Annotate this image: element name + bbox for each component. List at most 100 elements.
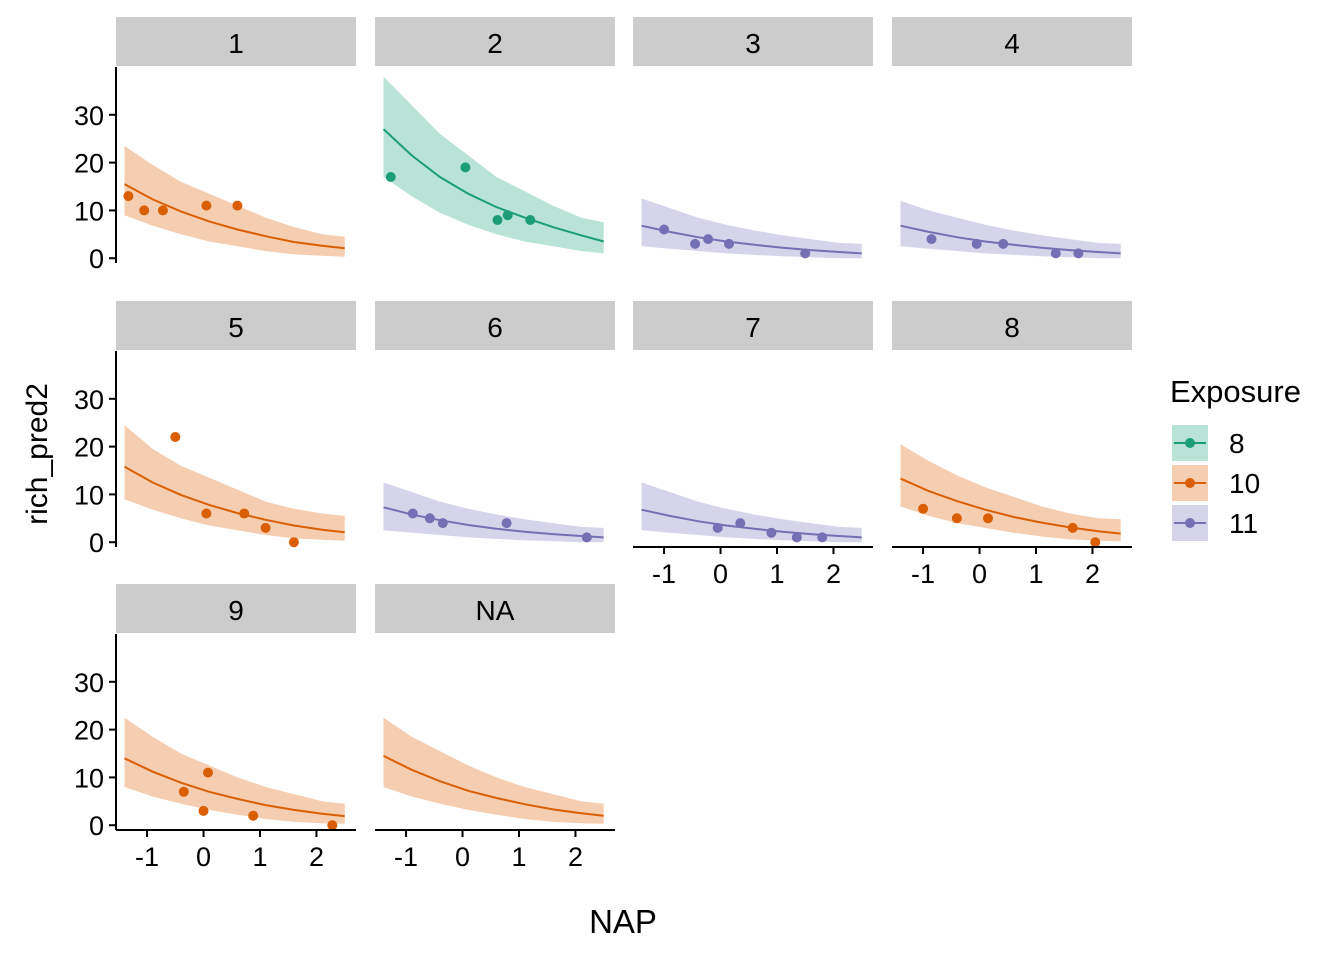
data-point: [712, 522, 723, 533]
data-point: [170, 432, 181, 442]
y-tick-label: 0: [89, 811, 104, 841]
data-point: [501, 518, 512, 529]
y-tick-label: 10: [74, 196, 104, 226]
facet-strip-label: 3: [745, 28, 761, 59]
x-tick-label: 2: [309, 842, 324, 872]
legend-label: 8: [1229, 428, 1245, 459]
data-point: [800, 248, 811, 259]
fitted-line: [641, 224, 862, 255]
facet-panel-9: 9 0 10 20 30 -1 0 1 2: [74, 584, 356, 872]
confidence-ribbon: [383, 717, 604, 824]
facet-panel-8: 8 -1 0 1 2: [892, 301, 1132, 589]
data-point: [998, 238, 1009, 249]
data-point: [198, 805, 209, 816]
legend-title: Exposure: [1170, 374, 1301, 409]
x-tick-label: -1: [135, 842, 159, 872]
facet-strip-label: 1: [228, 28, 244, 59]
fitted-line: [124, 183, 345, 250]
data-point: [424, 513, 435, 524]
data-point: [918, 503, 929, 514]
data-point: [502, 210, 513, 221]
data-point: [178, 786, 189, 797]
facet-strip-label: 9: [228, 595, 244, 626]
facet-panel-5: 5 0 10 20 30: [74, 301, 356, 558]
y-tick-label: 30: [74, 668, 104, 698]
facet-strip: [892, 301, 1132, 350]
y-tick-label: 30: [74, 101, 104, 131]
x-tick-label: 2: [568, 842, 583, 872]
fitted-line: [383, 755, 604, 817]
fitted-line: [382, 128, 604, 243]
data-point: [1050, 248, 1061, 259]
facet-panel-6: 6: [375, 301, 615, 543]
legend-key-point: [1185, 518, 1195, 528]
facet-panel-2: 2: [375, 17, 615, 254]
fitted-line: [900, 477, 1121, 535]
confidence-ribbon: [124, 145, 345, 257]
facet-strip-label: 5: [228, 312, 244, 343]
x-tick-label: 1: [769, 559, 784, 589]
y-tick-label: 30: [74, 385, 104, 415]
x-tick-label: 2: [826, 559, 841, 589]
x-tick-label: 0: [196, 842, 211, 872]
data-point: [791, 532, 802, 543]
data-point: [971, 238, 982, 249]
data-point: [139, 205, 150, 216]
confidence-ribbon: [641, 482, 862, 543]
facet-strip: [633, 301, 873, 350]
facet-strip: [892, 17, 1132, 66]
data-point: [157, 205, 168, 216]
facet-strip: [375, 584, 615, 633]
data-point: [437, 518, 448, 529]
data-point: [951, 513, 962, 524]
y-tick-label: 20: [74, 716, 104, 746]
data-point: [581, 532, 592, 543]
confidence-ribbon: [383, 76, 604, 254]
facet-strip: [375, 17, 615, 66]
data-point: [248, 810, 259, 821]
fitted-line: [124, 757, 345, 818]
confidence-ribbon: [900, 200, 1121, 259]
data-point: [123, 191, 134, 202]
data-point: [703, 234, 714, 245]
data-point: [983, 513, 993, 524]
confidence-ribbon: [124, 717, 345, 824]
facet-strip: [633, 17, 873, 66]
data-point: [460, 162, 471, 173]
x-axis-title: NAP: [589, 903, 657, 940]
legend-label: 10: [1229, 468, 1260, 499]
facet-strip: [116, 301, 356, 350]
facet-strip: [116, 17, 356, 66]
confidence-ribbon: [124, 425, 345, 541]
y-axis-title: rich_pred2: [21, 383, 54, 525]
x-tick-label: 1: [511, 842, 526, 872]
facet-strip-label: NA: [476, 595, 515, 626]
y-tick-label: 10: [74, 480, 104, 510]
x-tick-label: -1: [394, 842, 418, 872]
x-tick-label: -1: [911, 559, 935, 589]
y-tick-label: 20: [74, 149, 104, 179]
facet-strip-label: 8: [1004, 312, 1020, 343]
facet-strip-label: 2: [487, 28, 503, 59]
data-point: [817, 532, 828, 543]
y-tick-label: 0: [89, 528, 104, 558]
data-point: [201, 200, 212, 211]
facet-panel-4: 4: [892, 17, 1132, 259]
legend-item-11: 11: [1172, 505, 1258, 541]
fitted-line: [383, 506, 604, 539]
legend-key-point: [1185, 438, 1195, 448]
data-point: [327, 820, 338, 831]
x-tick-label: 0: [972, 559, 987, 589]
facet-strip-label: 4: [1004, 28, 1020, 59]
legend-item-10: 10: [1172, 465, 1260, 501]
x-tick-label: 2: [1085, 559, 1100, 589]
facet-strip: [116, 584, 356, 633]
confidence-ribbon: [641, 198, 862, 259]
fitted-line: [900, 224, 1121, 255]
y-tick-label: 20: [74, 433, 104, 463]
y-tick-label: 10: [74, 763, 104, 793]
legend-item-8: 8: [1172, 425, 1245, 461]
